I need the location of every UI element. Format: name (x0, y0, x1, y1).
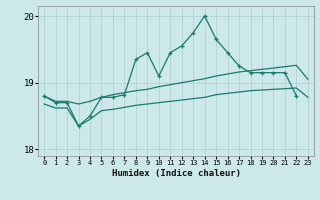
X-axis label: Humidex (Indice chaleur): Humidex (Indice chaleur) (111, 169, 241, 178)
